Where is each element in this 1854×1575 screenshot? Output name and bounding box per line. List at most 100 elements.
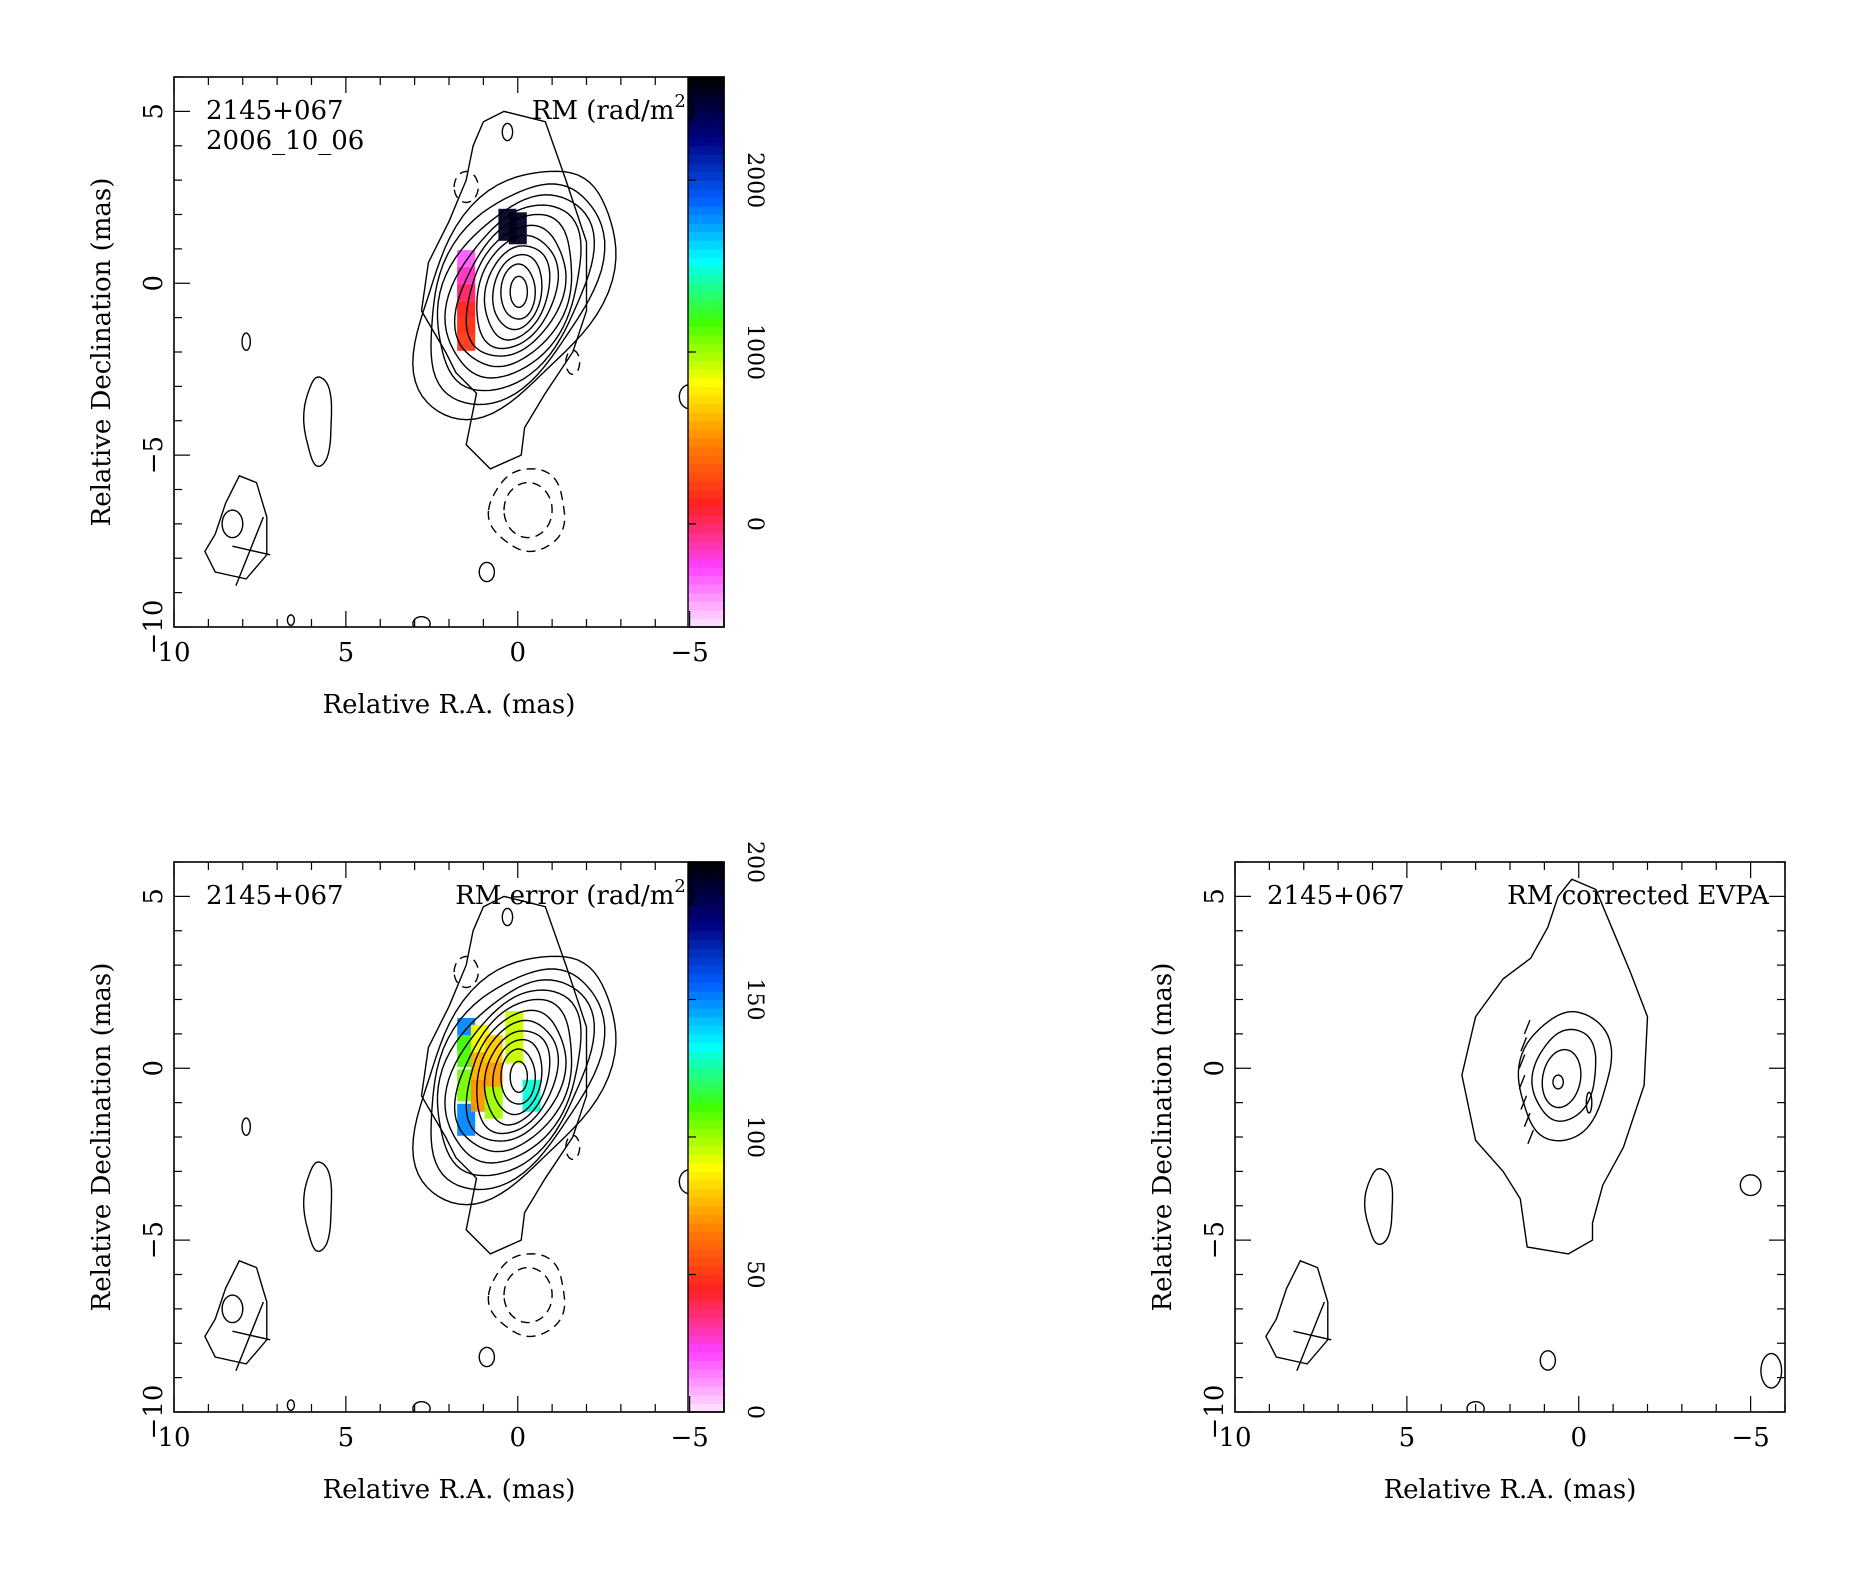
colorbar-step xyxy=(688,360,724,370)
rm-pixel xyxy=(457,318,476,351)
evpa-contour-core xyxy=(1552,1074,1564,1090)
y-tick-label: −5 xyxy=(139,1221,169,1259)
map-title-end: ) xyxy=(686,881,696,911)
colorbar-step xyxy=(688,369,724,379)
colorbar-step xyxy=(688,965,724,975)
colorbar-step xyxy=(688,1231,724,1241)
colorbar-step xyxy=(688,455,724,465)
colorbar-step xyxy=(688,309,724,319)
colorbar-step xyxy=(688,274,724,284)
colorbar-step xyxy=(688,575,724,585)
map-title: RM corrected EVPA xyxy=(1507,881,1770,911)
y-tick-label: −5 xyxy=(1200,1221,1230,1259)
small-contour xyxy=(478,1346,496,1368)
contour-layer xyxy=(1265,878,1783,1412)
colorbar-step xyxy=(688,1222,724,1233)
y-tick-label: 0 xyxy=(139,275,169,292)
jet-contour-level xyxy=(444,989,582,1164)
jet-contour-level xyxy=(509,275,529,308)
colorbar-tick-label: 150 xyxy=(742,979,767,1021)
colorbar-step xyxy=(688,515,724,525)
jet-contour-level xyxy=(436,979,596,1177)
colorbar-step xyxy=(688,248,724,259)
negative-contour xyxy=(487,1253,566,1338)
x-axis-label: Relative R.A. (mas) xyxy=(323,1475,576,1505)
colorbar-step xyxy=(688,102,724,112)
colorbar-step xyxy=(688,1076,724,1087)
map-title-superscript: 2 xyxy=(674,876,685,897)
colorbar-step xyxy=(688,162,724,173)
small-contour xyxy=(678,384,688,410)
colorbar-step xyxy=(688,1051,724,1061)
jet-contour-outer xyxy=(420,895,588,1255)
beam-major-axis xyxy=(235,1301,265,1372)
colorbar-step xyxy=(688,566,724,577)
colorbar-step xyxy=(688,128,724,138)
x-tick-label: 5 xyxy=(1399,1423,1416,1453)
negative-contour xyxy=(503,1266,553,1324)
colorbar-step xyxy=(688,291,724,302)
colorbar-step xyxy=(688,231,724,241)
colorbar-tick-label: 1000 xyxy=(742,324,767,380)
colorbar-step xyxy=(688,1008,724,1018)
jet-contour-level xyxy=(412,170,617,421)
colorbar-step xyxy=(688,480,724,491)
colorbar-step xyxy=(688,1248,724,1258)
contour-layer xyxy=(204,110,688,627)
colorbar-step xyxy=(688,1317,724,1327)
colorbar-step xyxy=(688,266,724,276)
colorbar-step xyxy=(688,119,724,130)
small-contour xyxy=(1739,1174,1762,1197)
beam-major-axis xyxy=(235,516,265,587)
map-title-text: RM (rad/m xyxy=(532,96,675,126)
edge-contour xyxy=(286,1399,295,1411)
edge-contour xyxy=(412,1401,431,1412)
y-tick-label: −10 xyxy=(1200,1385,1230,1440)
colorbar-step xyxy=(688,1351,724,1362)
map-title-end: ) xyxy=(686,96,696,126)
x-tick-label: 0 xyxy=(509,638,526,668)
colorbar-step xyxy=(688,1068,724,1078)
colorbar-step xyxy=(688,223,724,233)
colorbar-tick-label: 100 xyxy=(742,1116,767,1158)
colorbar-step xyxy=(688,283,724,293)
rm-error-pixel xyxy=(484,1086,503,1119)
jet-contour-level xyxy=(412,955,617,1206)
negative-contour xyxy=(487,468,566,553)
jet-knot-contour xyxy=(501,122,514,142)
y-tick-label: −5 xyxy=(139,436,169,474)
colorbar-tick-label: 0 xyxy=(742,517,767,531)
side-contour xyxy=(303,376,333,468)
x-tick-label: 5 xyxy=(338,1423,355,1453)
colorbar-step xyxy=(688,437,724,448)
colorbar-step xyxy=(688,1179,724,1190)
colorbar-step xyxy=(688,1334,724,1344)
colorbar-step xyxy=(688,601,724,611)
rm-error-pixel xyxy=(457,1103,476,1136)
colorbar-step xyxy=(688,1033,724,1044)
evpa-contour xyxy=(1531,1028,1597,1122)
colorbar-step xyxy=(688,1300,724,1310)
jet-contour-level xyxy=(453,998,573,1153)
colorbar-step xyxy=(688,352,724,362)
y-tick-label: 5 xyxy=(1200,888,1230,905)
jet-contour-outer xyxy=(420,110,588,470)
x-axis-label: Relative R.A. (mas) xyxy=(1384,1475,1637,1505)
colorbar-step xyxy=(688,137,724,147)
evpa-contour xyxy=(1541,1048,1582,1109)
y-tick-label: −10 xyxy=(139,600,169,655)
colorbar-step xyxy=(688,913,724,923)
jet-contour-level xyxy=(430,968,606,1191)
colorbar-step xyxy=(688,1188,724,1198)
colorbar-step xyxy=(688,592,724,602)
evpa-tick xyxy=(1518,1054,1526,1069)
map-title: RM error (rad/m2) xyxy=(455,876,696,911)
colorbar-step xyxy=(688,257,724,267)
evpa-tick xyxy=(1520,1095,1528,1110)
colorbar-step xyxy=(688,1111,724,1121)
y-axis-label: Relative Declination (mas) xyxy=(87,178,117,527)
colorbar-step xyxy=(688,326,724,336)
colorbar-step xyxy=(688,939,724,949)
colorbar-step xyxy=(688,956,724,966)
jet-contour-level xyxy=(476,234,560,350)
